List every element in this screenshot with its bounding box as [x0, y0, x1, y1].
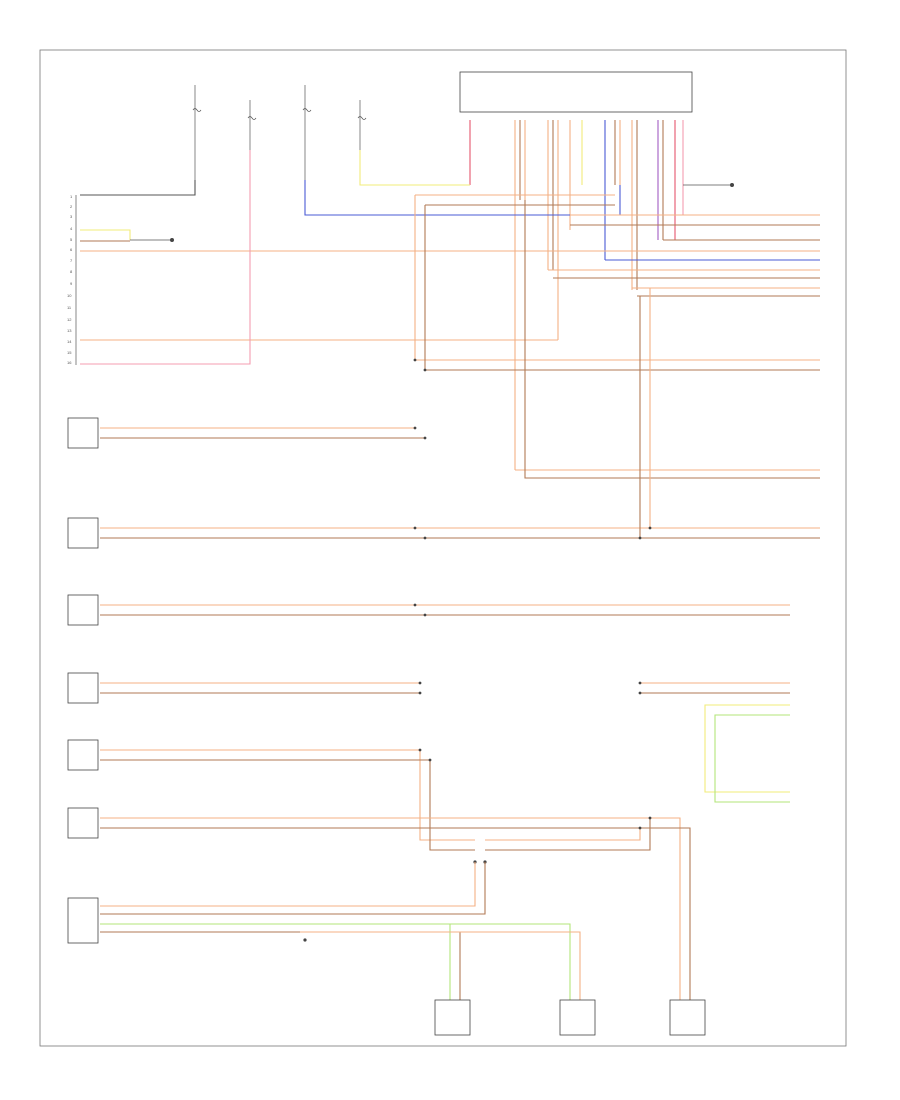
- fuse-symbols: [192, 108, 367, 120]
- svg-text:15: 15: [67, 350, 72, 355]
- sensor-1-box: [67, 417, 99, 449]
- connector-wires: [80, 150, 820, 365]
- svg-text:5: 5: [70, 237, 73, 242]
- svg-text:2: 2: [70, 204, 73, 209]
- sensor-6: [67, 807, 99, 839]
- svg-text:14: 14: [67, 339, 72, 344]
- sensor-3: [67, 594, 99, 626]
- ground-left: [130, 238, 174, 242]
- sensor-3-wires: [100, 604, 790, 616]
- sensor-1-wires: [100, 427, 425, 439]
- bottom-module-3: [669, 999, 706, 1036]
- ground-right: [683, 183, 734, 187]
- module-pin-wires: [469, 120, 684, 470]
- svg-text:7: 7: [70, 258, 73, 263]
- sensor-4: [67, 672, 99, 704]
- svg-text:3: 3: [70, 214, 73, 219]
- bottom-module-3-box: [669, 999, 706, 1036]
- sensor-2-wires: [100, 288, 820, 539]
- bottom-module-1: [434, 999, 471, 1036]
- bottom-module-1-box: [434, 999, 471, 1036]
- svg-text:1: 1: [70, 194, 73, 199]
- sensor-5: [67, 739, 99, 771]
- control-module-box: [459, 71, 693, 113]
- svg-text:12: 12: [67, 317, 72, 322]
- sensor-4-wires: [100, 682, 790, 803]
- svg-text:9: 9: [70, 281, 73, 286]
- svg-text:13: 13: [67, 328, 72, 333]
- splice-3: [303, 938, 307, 942]
- sensor-5-wires: [100, 749, 475, 851]
- svg-text:16: 16: [67, 360, 72, 365]
- junction-dots: [413, 358, 652, 830]
- svg-text:11: 11: [67, 305, 72, 310]
- bottom-module-2: [559, 999, 596, 1036]
- sensor-6-wires: [100, 817, 691, 1000]
- sensor-1: [67, 417, 99, 449]
- connector-left: 1 2 3 4 5 6 7 8 9 10 11 12 13 14 15 16: [67, 194, 77, 365]
- sensor-7-box: [67, 897, 99, 944]
- sensor-6-box: [67, 807, 99, 839]
- sensor-5-box: [67, 739, 99, 771]
- sensor-2-box: [67, 517, 99, 549]
- connector-left-pins: 1 2 3 4 5 6 7 8 9 10 11 12 13 14 15 16: [67, 194, 73, 365]
- sensor-7: [67, 897, 99, 944]
- svg-text:10: 10: [67, 293, 72, 298]
- svg-text:8: 8: [70, 269, 73, 274]
- sensor-7-wires: [100, 862, 581, 1000]
- bottom-module-2-box: [559, 999, 596, 1036]
- sensor-2: [67, 517, 99, 549]
- fuse-group: [194, 85, 361, 195]
- svg-text:4: 4: [70, 226, 73, 231]
- sensor-3-box: [67, 594, 99, 626]
- right-bundle-wires: [515, 200, 820, 479]
- page-frame: [39, 49, 847, 1047]
- sensor-4-box: [67, 672, 99, 704]
- svg-text:6: 6: [70, 247, 73, 252]
